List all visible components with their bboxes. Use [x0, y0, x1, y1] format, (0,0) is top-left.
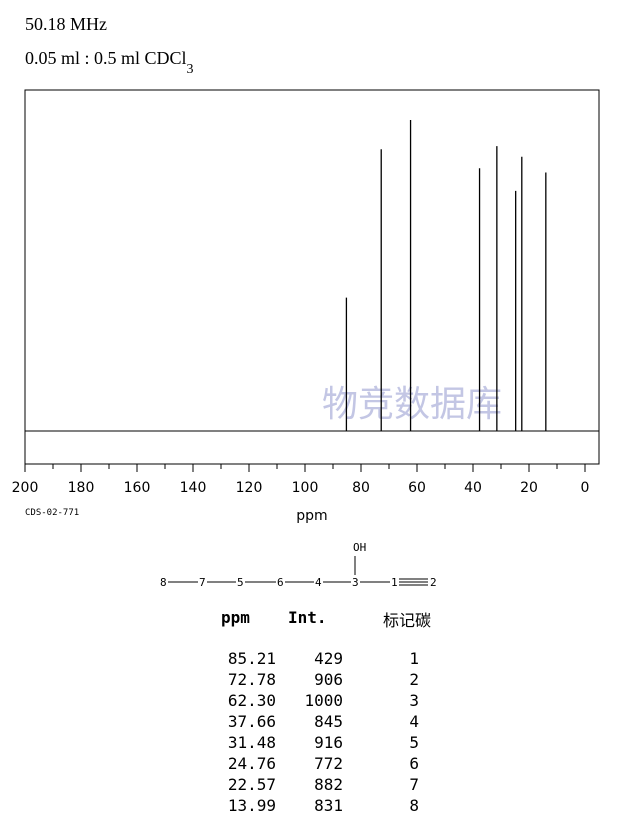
cell-intensity: 429 — [314, 649, 343, 668]
x-tick-label-200: 200 — [12, 480, 39, 496]
cell-ppm: 72.78 — [227, 670, 276, 689]
x-tick-label-40: 40 — [464, 480, 482, 496]
atom-label-4: 4 — [315, 576, 322, 589]
hydroxyl-label: OH — [353, 541, 366, 554]
x-tick-label-140: 140 — [180, 480, 207, 496]
cell-intensity: 916 — [314, 733, 343, 752]
cell-ppm: 37.66 — [227, 712, 276, 731]
cell-intensity: 1000 — [304, 691, 343, 710]
watermark: 物竞数据库 — [322, 384, 502, 425]
atom-label-1: 1 — [391, 576, 398, 589]
cell-carbon: 4 — [409, 712, 419, 731]
x-tick-label-180: 180 — [68, 480, 95, 496]
x-axis-tick-labels: 200 180 160 140 120 100 80 60 40 20 0 — [12, 480, 590, 496]
cell-intensity: 831 — [314, 796, 343, 815]
atom-label-3: 3 — [352, 576, 359, 589]
spectrometer-frequency: 50.18 MHz — [25, 14, 107, 34]
table-header-int: Int. — [288, 608, 327, 627]
solvent-subscript: 3 — [186, 61, 194, 77]
x-tick-label-80: 80 — [352, 480, 370, 496]
cell-ppm: 31.48 — [227, 733, 276, 752]
cell-carbon: 2 — [409, 670, 419, 689]
solvent-info: 0.05 ml : 0.5 ml CDCl3 — [25, 48, 194, 77]
cell-ppm: 24.76 — [227, 754, 276, 773]
x-tick-label-60: 60 — [408, 480, 426, 496]
cell-carbon: 8 — [409, 796, 419, 815]
cell-intensity: 772 — [314, 754, 343, 773]
atom-label-6: 6 — [277, 576, 284, 589]
cell-carbon: 1 — [409, 649, 419, 668]
solvent-text: 0.05 ml : 0.5 ml CDCl — [25, 48, 187, 68]
peaks-group — [345, 120, 547, 431]
table-header-carbon: 标记碳 — [383, 611, 432, 630]
atom-label-5: 5 — [237, 576, 244, 589]
atom-label-8: 8 — [160, 576, 167, 589]
x-tick-label-20: 20 — [520, 480, 538, 496]
cell-carbon: 6 — [409, 754, 419, 773]
x-axis-ticks — [24, 464, 586, 472]
cell-ppm: 13.99 — [227, 796, 276, 815]
cell-carbon: 5 — [409, 733, 419, 752]
molecule-structure: 8 7 5 6 4 3 OH 1 2 — [160, 541, 437, 589]
cell-ppm: 22.57 — [227, 775, 276, 794]
nmr-spectrum-chart: 物竞数据库 200 180 160 140 120 100 80 60 40 20 0 ppm — [12, 89, 600, 524]
x-axis-label: ppm — [296, 508, 327, 524]
x-tick-label-160: 160 — [124, 480, 151, 496]
cell-carbon: 3 — [409, 691, 419, 710]
x-tick-label-120: 120 — [236, 480, 263, 496]
cell-intensity: 845 — [314, 712, 343, 731]
spectrum-code: CDS-02-771 — [25, 508, 80, 518]
cell-ppm: 62.30 — [227, 691, 276, 710]
table-header-ppm: ppm — [221, 608, 250, 627]
cell-intensity: 882 — [314, 775, 343, 794]
atom-label-7: 7 — [199, 576, 206, 589]
cell-ppm: 85.21 — [227, 649, 276, 668]
x-tick-label-100: 100 — [292, 480, 319, 496]
atom-label-2: 2 — [430, 576, 437, 589]
plot-frame — [24, 89, 600, 465]
cell-intensity: 906 — [314, 670, 343, 689]
cell-carbon: 7 — [409, 775, 419, 794]
x-tick-label-0: 0 — [581, 480, 590, 496]
